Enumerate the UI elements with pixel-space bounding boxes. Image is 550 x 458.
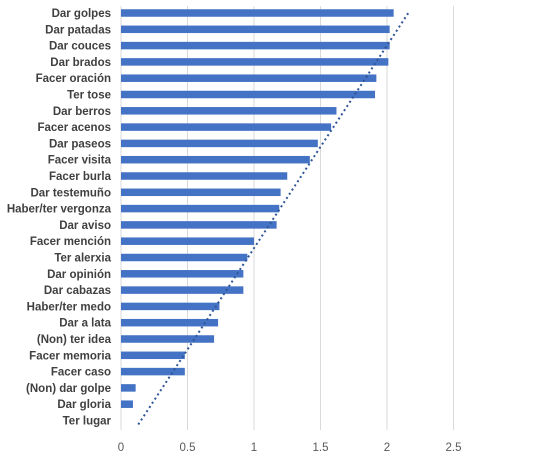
bar bbox=[121, 188, 281, 197]
bar bbox=[121, 318, 219, 327]
category-label: Haber/ter medo bbox=[27, 301, 111, 313]
category-label: Dar cabazas bbox=[44, 285, 111, 297]
bar bbox=[121, 9, 394, 17]
bar bbox=[121, 41, 390, 50]
bar bbox=[121, 286, 244, 294]
x-tick-label: 0.5 bbox=[180, 442, 196, 454]
bar bbox=[121, 384, 136, 392]
category-label: (Non) ter idea bbox=[37, 334, 112, 346]
x-tick-label: 1.5 bbox=[313, 442, 329, 454]
category-label: Ter lugar bbox=[63, 416, 112, 428]
bar bbox=[121, 237, 254, 245]
bar bbox=[121, 123, 332, 131]
category-label: Dar paseos bbox=[49, 138, 111, 150]
bar bbox=[121, 204, 280, 213]
category-label: Facer burla bbox=[49, 171, 112, 183]
category-label: Dar couces bbox=[49, 41, 111, 53]
category-label: Dar a lata bbox=[59, 318, 111, 330]
category-label: Facer caso bbox=[51, 367, 111, 379]
x-tick-labels: 0 0.5 1 1.5 2 2.5 bbox=[118, 442, 462, 454]
category-labels: Dar golpes Dar patadas Dar couces Dar brado… bbox=[7, 8, 112, 428]
bar bbox=[121, 90, 376, 99]
bar bbox=[121, 400, 133, 408]
trendline bbox=[137, 10, 411, 426]
category-label: Haber/ter vergonza bbox=[7, 204, 112, 216]
category-label: Dar aviso bbox=[59, 220, 111, 232]
category-label: Dar gloria bbox=[57, 399, 111, 411]
category-label: Dar golpes bbox=[52, 8, 111, 20]
category-label: Dar opinión bbox=[47, 269, 111, 281]
x-tick-label: 0 bbox=[118, 442, 124, 454]
bar bbox=[121, 172, 288, 180]
category-label: Dar berros bbox=[53, 106, 111, 118]
bar bbox=[121, 74, 377, 82]
x-tick-label: 2.5 bbox=[446, 442, 462, 454]
bar bbox=[121, 302, 220, 311]
category-label: Dar patadas bbox=[45, 24, 111, 36]
category-label: Facer mención bbox=[30, 236, 111, 248]
bar bbox=[121, 351, 185, 360]
bar bbox=[121, 367, 185, 376]
bar bbox=[121, 335, 215, 343]
category-label: Facer visita bbox=[48, 155, 112, 167]
bar bbox=[121, 253, 248, 262]
x-tick-label: 1 bbox=[251, 442, 257, 454]
bar bbox=[121, 107, 337, 115]
bar bbox=[121, 139, 318, 148]
gridlines bbox=[120, 6, 454, 430]
category-label: (Non) dar golpe bbox=[26, 383, 111, 395]
bar bbox=[121, 58, 389, 66]
bar bbox=[121, 270, 244, 278]
trendline-group bbox=[137, 10, 411, 426]
category-label: Dar brados bbox=[50, 57, 111, 69]
category-label: Ter alerxia bbox=[54, 253, 111, 265]
bar bbox=[121, 25, 390, 34]
category-label: Facer acenos bbox=[37, 122, 111, 134]
category-label: Facer oración bbox=[36, 73, 111, 85]
bar bbox=[121, 155, 310, 164]
category-label: Facer memoria bbox=[29, 350, 111, 362]
bars bbox=[121, 9, 394, 408]
category-label: Ter tose bbox=[67, 90, 111, 102]
x-tick-label: 2 bbox=[384, 442, 390, 454]
bar bbox=[121, 221, 277, 229]
category-label: Dar testemuño bbox=[30, 187, 111, 199]
